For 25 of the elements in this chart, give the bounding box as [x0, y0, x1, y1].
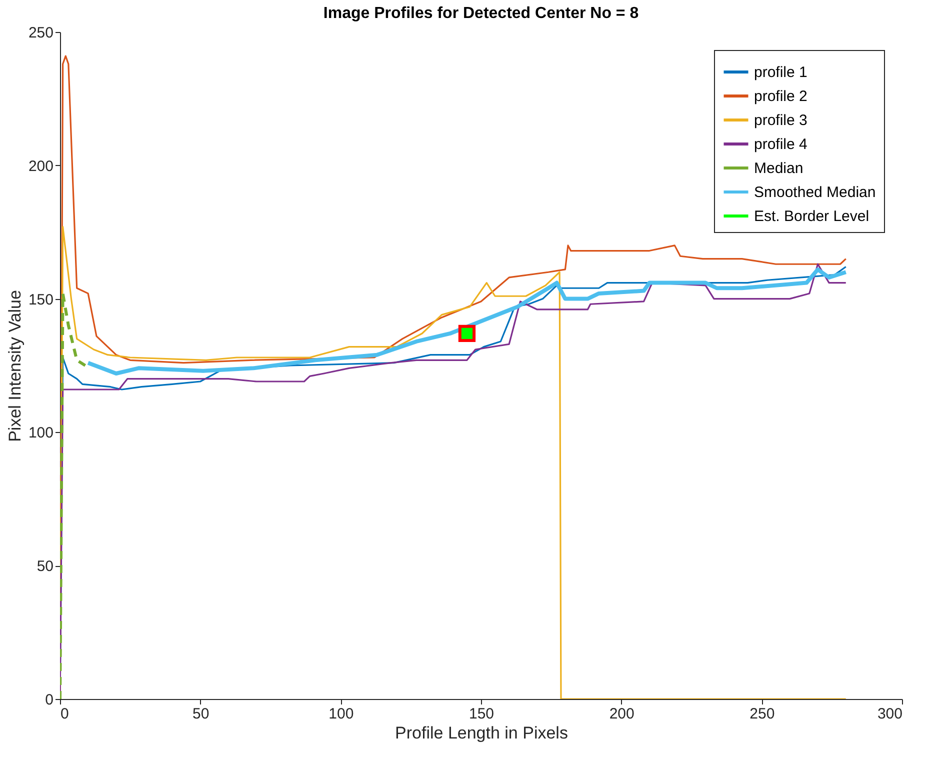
y-tick-label: 250 — [28, 24, 54, 42]
line-series — [86, 267, 848, 376]
y-tick-label: 100 — [28, 424, 54, 442]
x-tick-label: 150 — [468, 706, 494, 722]
y-axis-title: Pixel Intensity Value — [5, 290, 24, 442]
legend-label: Smoothed Median — [754, 184, 876, 201]
x-tick-label: 250 — [750, 706, 775, 722]
x-tick-label: 300 — [877, 706, 902, 722]
chart-title: Image Profiles for Detected Center No = 8 — [323, 5, 639, 22]
y-tick-label: 0 — [45, 692, 54, 708]
legend-label: profile 1 — [754, 64, 808, 81]
x-axis-title: Profile Length in Pixels — [395, 724, 568, 742]
legend-label: Median — [754, 160, 804, 177]
y-tick-label: 50 — [36, 558, 54, 576]
legend-label: profile 2 — [754, 88, 808, 105]
x-tick-label: 50 — [192, 706, 210, 722]
y-tick-label: 150 — [28, 291, 54, 308]
x-tick-label: 100 — [328, 706, 354, 722]
legend-label: Est. Border Level — [754, 208, 870, 225]
line-series — [60, 292, 87, 699]
legend-label: profile 4 — [754, 136, 808, 153]
y-tick-label: 200 — [28, 158, 54, 175]
legend-label: profile 3 — [754, 112, 808, 129]
x-tick-label: 200 — [609, 706, 634, 722]
x-tick-label: 0 — [60, 706, 69, 722]
